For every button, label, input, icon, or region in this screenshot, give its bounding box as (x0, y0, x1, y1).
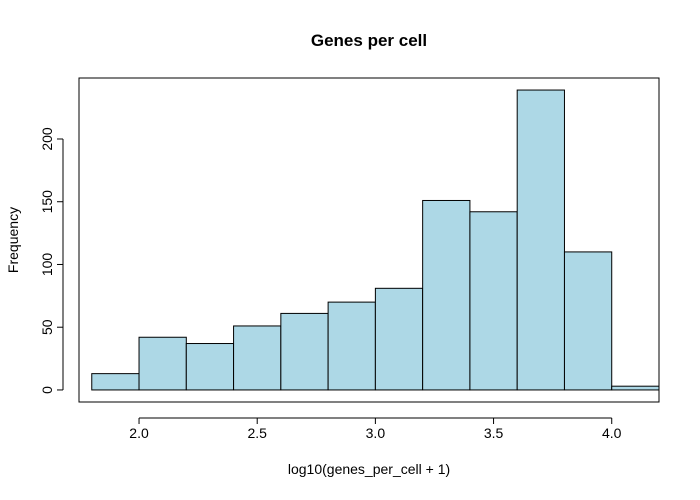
x-tick-label-4: 4.0 (602, 425, 622, 441)
histogram-bar-1 (138, 336, 187, 391)
x-axis: 2.0 2.5 3.0 3.5 4.0 (129, 417, 622, 441)
y-tick-label-0: 0 (39, 386, 55, 394)
histogram-bar-9 (516, 89, 565, 391)
x-axis-label: log10(genes_per_cell + 1) (288, 461, 450, 477)
x-tick-label-1: 2.5 (247, 425, 267, 441)
histogram-bar-7 (422, 199, 471, 391)
x-tick-label-0: 2.0 (129, 425, 149, 441)
y-tick-label-1: 50 (39, 319, 55, 335)
histogram-bar-10 (563, 251, 613, 391)
y-tick-label-3: 150 (39, 190, 55, 214)
histogram-bar-4 (280, 312, 329, 391)
chart-title: Genes per cell (311, 31, 427, 50)
y-tick-label-2: 100 (39, 253, 55, 277)
histogram-bar-6 (374, 287, 424, 391)
histogram-bar-5 (327, 301, 376, 391)
plot-box (78, 77, 660, 403)
histogram-bar-3 (233, 325, 282, 391)
y-axis-label: Frequency (5, 207, 21, 273)
y-tick-label-4: 200 (39, 127, 55, 151)
histogram-bar-8 (469, 211, 518, 391)
bars-group (91, 89, 660, 391)
histogram-bar-0 (91, 373, 140, 391)
y-axis: 0 50 100 150 200 (39, 127, 64, 394)
histogram-bar-2 (185, 343, 235, 391)
histogram-bar-11 (611, 385, 660, 391)
x-tick-label-2: 3.0 (366, 425, 386, 441)
x-tick-label-3: 3.5 (484, 425, 504, 441)
